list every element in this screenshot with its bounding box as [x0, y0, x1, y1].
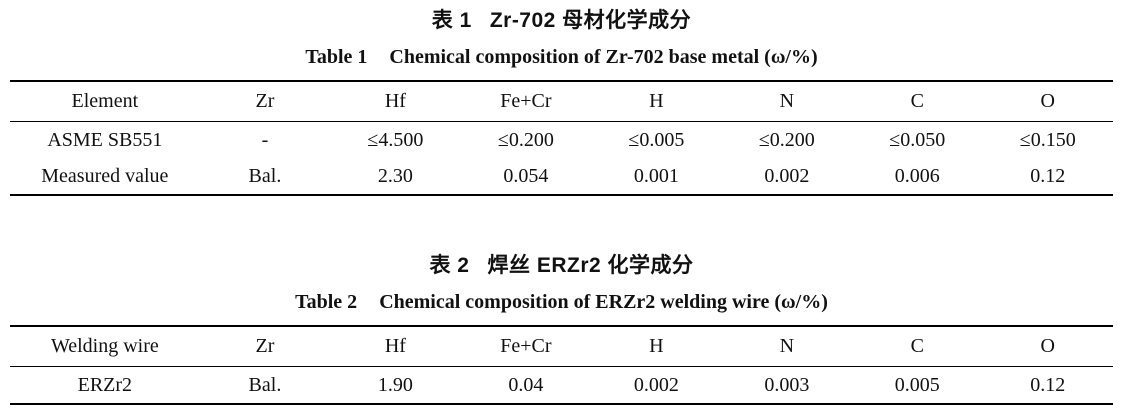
column-header: Hf: [384, 335, 406, 357]
table1-caption-zh: 表 1 Zr-702 母材化学成分: [0, 8, 1123, 34]
table1-caption-en: Table 1 Chemical composition of Zr-702 ba…: [0, 45, 1123, 69]
column-header: Fe+Cr: [500, 335, 552, 357]
table1-header: Element Zr Hf Fe+Cr H N C O: [10, 81, 1113, 122]
column-header: Zr: [255, 90, 275, 112]
table2-body: ERZr2 Bal. 1.90 0.04 0.002 0.003 0.005 0.12: [10, 367, 1113, 405]
table-cell: 0.054: [503, 164, 549, 187]
table-row: ASME SB551 - ≤4.500 ≤0.200 ≤0.005 ≤0.200 ≤0.05…: [10, 122, 1113, 159]
table1-caption-zh-label: 表 1: [431, 9, 472, 32]
table-cell: ≤0.200: [497, 128, 554, 151]
column-header: H: [649, 335, 664, 357]
column-header: Welding wire: [50, 335, 159, 357]
column-header: O: [1040, 335, 1055, 357]
table1-caption-en-label: Table 1: [305, 46, 368, 68]
table-cell: -: [261, 128, 269, 151]
table-cell: 0.001: [633, 164, 679, 187]
table-cell: ≤0.150: [1019, 128, 1076, 151]
table-cell: Bal.: [248, 373, 282, 396]
table2-caption-en-label: Table 2: [295, 291, 358, 313]
table-cell: 1.90: [377, 373, 413, 396]
table1-caption-zh-title: Zr-702 母材化学成分: [489, 9, 692, 32]
table1-caption-en-title: Chemical composition of Zr-702 base meta…: [389, 46, 818, 68]
table-cell: 0.04: [508, 373, 544, 396]
base-metal-composition-table: Element Zr Hf Fe+Cr H N C O ASME SB551 - ≤4.500 ≤0…: [10, 80, 1113, 196]
column-header: Zr: [255, 335, 275, 357]
table2-header: Welding wire Zr Hf Fe+Cr H N C O: [10, 326, 1113, 367]
table2-caption-en: Table 2 Chemical composition of ERZr2 wel…: [0, 290, 1123, 314]
table-cell: ≤0.200: [758, 128, 815, 151]
column-header: Hf: [384, 90, 406, 112]
table-cell: ASME SB551: [47, 128, 163, 151]
table-cell: ERZr2: [77, 373, 133, 396]
table-cell: Bal.: [248, 164, 282, 187]
column-header: H: [649, 90, 664, 112]
header-row: Welding wire Zr Hf Fe+Cr H N C O: [10, 326, 1113, 367]
table1-body: ASME SB551 - ≤4.500 ≤0.200 ≤0.005 ≤0.200 ≤0.05…: [10, 122, 1113, 196]
table-cell: 2.30: [377, 164, 413, 187]
table-cell: ≤0.005: [628, 128, 685, 151]
table-cell: 0.006: [894, 164, 940, 187]
column-header: C: [910, 90, 924, 112]
table1-section: 表 1 Zr-702 母材化学成分 Table 1 Chemical composi…: [0, 8, 1123, 196]
table-cell: 0.003: [764, 373, 810, 396]
table-row: ERZr2 Bal. 1.90 0.04 0.002 0.003 0.005 0.12: [10, 367, 1113, 405]
column-header: N: [779, 335, 795, 357]
column-header: O: [1040, 90, 1055, 112]
table2-caption-zh: 表 2 焊丝 ERZr2 化学成分: [0, 253, 1123, 279]
column-header: Fe+Cr: [500, 90, 552, 112]
column-header: C: [910, 335, 924, 357]
table2-section: 表 2 焊丝 ERZr2 化学成分 Table 2 Chemical composi…: [0, 253, 1123, 405]
header-row: Element Zr Hf Fe+Cr H N C O: [10, 81, 1113, 122]
table-cell: 0.005: [894, 373, 940, 396]
table-row: Measured value Bal. 2.30 0.054 0.001 0.002 0.0…: [10, 158, 1113, 195]
table2-caption-zh-title: 焊丝 ERZr2 化学成分: [487, 254, 694, 277]
table-cell: 0.12: [1030, 164, 1066, 187]
table2-caption-en-title: Chemical composition of ERZr2 welding wi…: [379, 291, 828, 313]
table-cell: 0.002: [633, 373, 679, 396]
table-cell: 0.002: [764, 164, 810, 187]
table-cell: 0.12: [1030, 373, 1066, 396]
table-cell: Measured value: [41, 164, 169, 187]
column-header: N: [779, 90, 795, 112]
table-cell: ≤4.500: [367, 128, 424, 151]
table2-caption-zh-label: 表 2: [429, 254, 470, 277]
column-header: Element: [71, 90, 139, 112]
welding-wire-composition-table: Welding wire Zr Hf Fe+Cr H N C O ERZr2 Bal. 1.90 0…: [10, 325, 1113, 405]
table-cell: ≤0.050: [889, 128, 946, 151]
